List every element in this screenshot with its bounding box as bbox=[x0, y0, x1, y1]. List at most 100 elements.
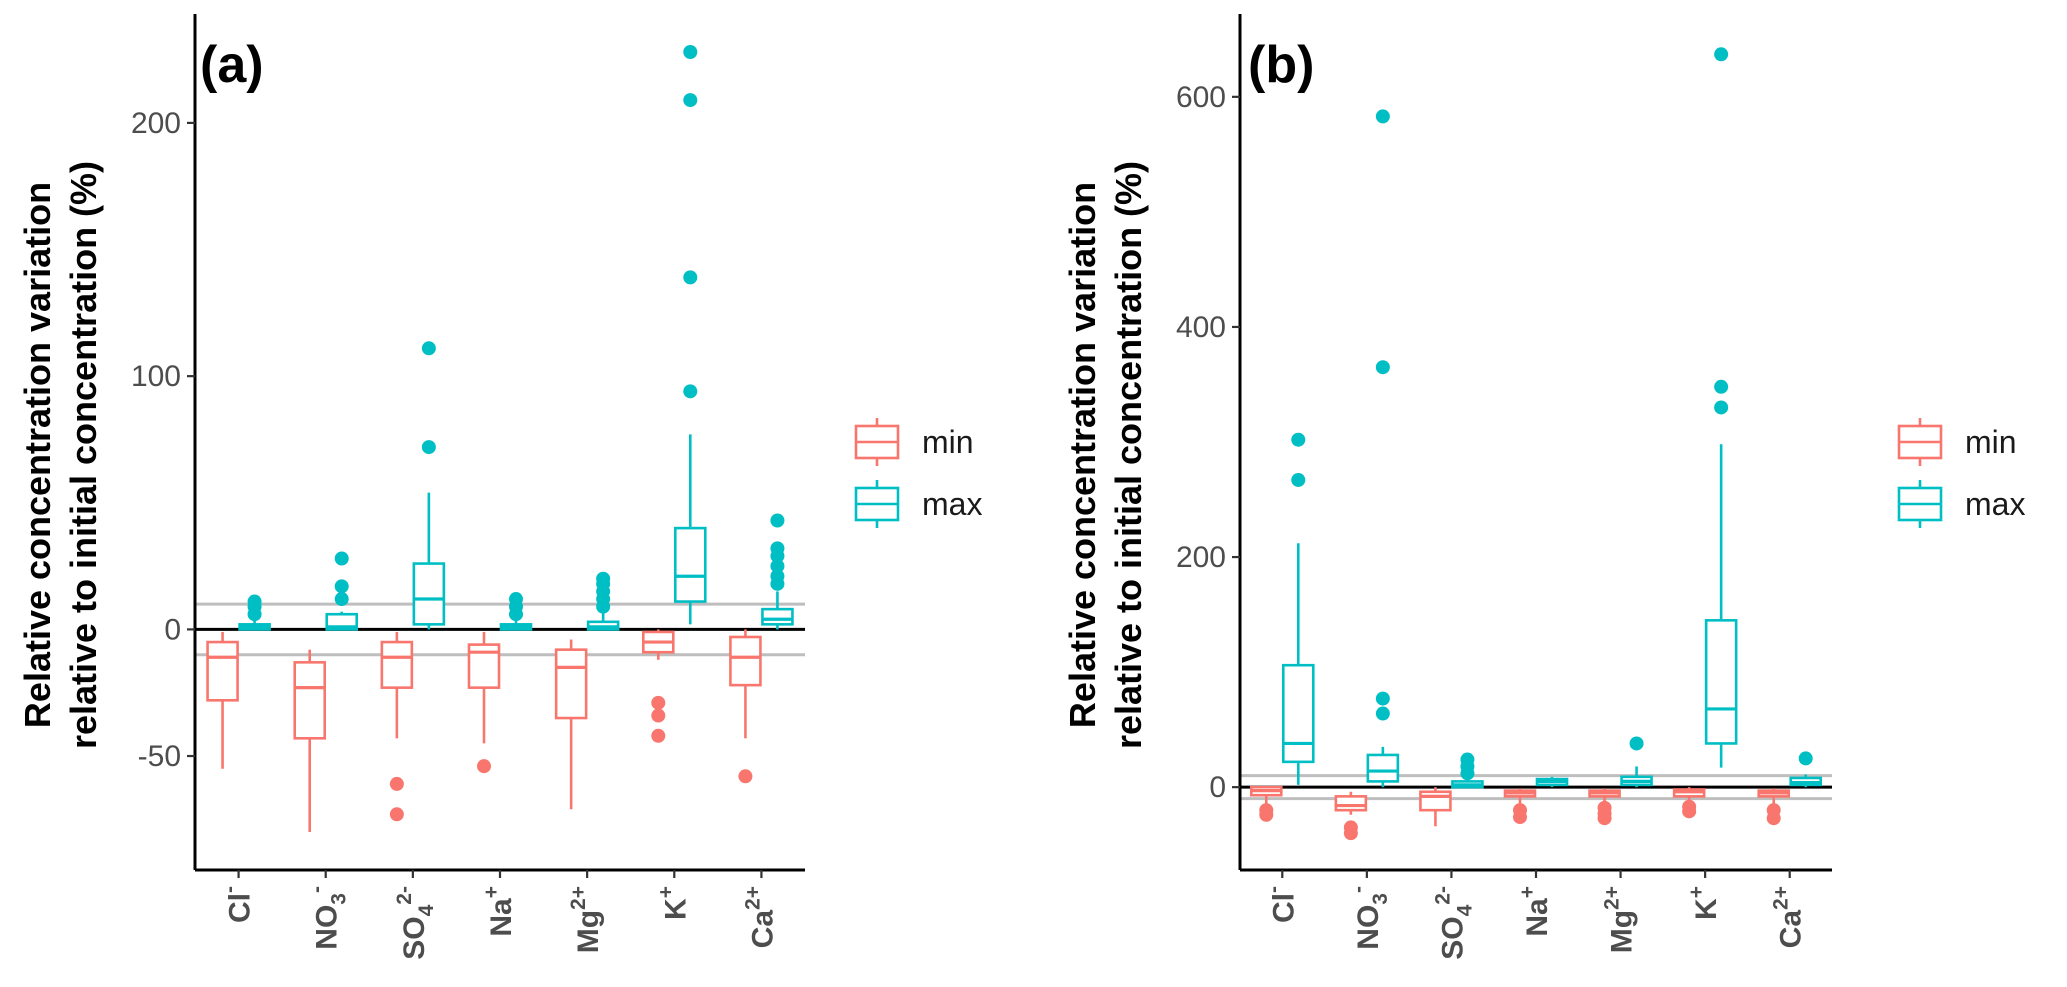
outlier-point bbox=[1766, 811, 1781, 826]
panel-a-box-max-1 bbox=[325, 551, 359, 631]
panel-a-box-max-3 bbox=[499, 592, 533, 631]
panel-b-box-min-2 bbox=[1419, 787, 1452, 827]
panel-b-ylabel-line1: Relative concentration variation bbox=[1062, 182, 1103, 728]
outlier-point bbox=[770, 569, 785, 584]
outlier-point bbox=[1597, 811, 1612, 826]
outlier-point bbox=[421, 341, 436, 356]
outlier-point bbox=[651, 695, 666, 710]
outlier-point bbox=[1291, 432, 1306, 447]
panel-a-box-max-2 bbox=[412, 341, 446, 630]
outlier-point bbox=[1682, 804, 1697, 819]
box-body bbox=[293, 661, 327, 740]
box-body bbox=[729, 635, 762, 687]
panel-b-ytick-label-2: 400 bbox=[1176, 311, 1226, 344]
panel-a-box-min-1 bbox=[293, 649, 327, 833]
outlier-point bbox=[477, 759, 491, 774]
panel-b-category-label-6: Ca2+ bbox=[1770, 886, 1808, 948]
panel-b-ytick-label-3: 600 bbox=[1176, 81, 1226, 114]
panel-a-box-max-5 bbox=[673, 44, 707, 625]
panel-b-category-label-3: Na+ bbox=[1516, 886, 1554, 937]
panel-a-box-min-4 bbox=[554, 639, 588, 810]
panel-b-box-max-2 bbox=[1451, 752, 1484, 789]
outlier-point bbox=[334, 592, 349, 607]
panel-a-ytick-label-3: 200 bbox=[131, 107, 181, 140]
outlier-point bbox=[1375, 706, 1390, 721]
panel-a-box-min-2 bbox=[380, 631, 414, 822]
panel-b-ylabel-line2: relative to initial concentration (%) bbox=[1108, 161, 1149, 749]
box-body bbox=[380, 640, 414, 689]
outlier-point bbox=[596, 571, 611, 586]
outlier-point bbox=[334, 579, 349, 594]
outlier-point bbox=[1714, 400, 1729, 415]
panel-a-ytick-label-1: 0 bbox=[164, 613, 181, 646]
panel-b-box-max-6 bbox=[1789, 751, 1823, 788]
panel-b-box-min-4 bbox=[1588, 788, 1621, 826]
outlier-point bbox=[770, 513, 785, 528]
panel-b-ytick-label-1: 200 bbox=[1176, 541, 1226, 574]
outlier-point bbox=[389, 776, 404, 791]
panel-a-box-min-3 bbox=[467, 631, 501, 774]
outlier-point bbox=[1798, 751, 1813, 766]
panel-b-series-min bbox=[1249, 785, 1791, 841]
panel-b-box-max-3 bbox=[1535, 776, 1569, 788]
outlier-point bbox=[683, 44, 698, 59]
panel-b-ytick-label-0: 0 bbox=[1209, 771, 1226, 804]
panel-a-category-label-0: Cl- bbox=[219, 886, 257, 923]
outlier-point bbox=[1714, 379, 1729, 394]
panel-a-series-min bbox=[206, 629, 762, 833]
panel-b-category-label-4: Mg2+ bbox=[1601, 886, 1639, 953]
box-body bbox=[412, 562, 446, 626]
panel-a: (a) Relative concentration variation rel… bbox=[17, 14, 805, 960]
outlier-point bbox=[334, 551, 349, 566]
panel-a-ylabel-line2: relative to initial concentration (%) bbox=[63, 161, 104, 749]
outlier-point bbox=[421, 440, 436, 455]
panel-a-ylabel-line1: Relative concentration variation bbox=[17, 182, 58, 728]
panel-b: (b) Relative concentration variation rel… bbox=[1062, 14, 1832, 960]
outlier-point bbox=[509, 592, 523, 607]
panel-a-category-label-3: Na+ bbox=[480, 886, 518, 937]
outlier-point bbox=[683, 270, 698, 285]
panel-a-box-min-6 bbox=[729, 629, 762, 784]
panel-b-category-label-5: K+ bbox=[1685, 886, 1723, 920]
legend-a-label-min: min bbox=[922, 424, 974, 460]
box-body bbox=[1281, 663, 1315, 764]
outlier-point bbox=[683, 93, 698, 108]
legend-b-label-max: max bbox=[1965, 486, 2025, 522]
panel-a-box-max-0 bbox=[238, 594, 271, 631]
outlier-point bbox=[1513, 810, 1527, 825]
legend-b: min max bbox=[1897, 418, 2025, 528]
box-body bbox=[206, 640, 239, 702]
panel-a-box-min-5 bbox=[641, 629, 675, 743]
panel-b-category-label-0: Cl- bbox=[1262, 886, 1300, 923]
outlier-point bbox=[1375, 360, 1390, 375]
outlier-point bbox=[770, 559, 785, 574]
box-body bbox=[1334, 795, 1368, 812]
outlier-point bbox=[1343, 826, 1358, 841]
panel-a-ytick-label-0: -50 bbox=[138, 740, 181, 773]
legend-a-key-max bbox=[854, 480, 900, 528]
outlier-point bbox=[1375, 691, 1390, 706]
panel-b-box-min-1 bbox=[1334, 791, 1368, 841]
panel-a-category-label-5: K+ bbox=[654, 886, 692, 920]
panel-b-box-min-0 bbox=[1249, 785, 1283, 822]
outlier-point bbox=[389, 807, 404, 822]
panel-a-category-label-1: NO3- bbox=[306, 886, 351, 950]
outlier-point bbox=[651, 708, 666, 723]
legend-b-key-min bbox=[1897, 418, 1943, 466]
panel-b-box-min-5 bbox=[1672, 787, 1706, 819]
panel-b-box-min-3 bbox=[1503, 788, 1537, 825]
box-body bbox=[761, 607, 794, 626]
panel-a-box-min-0 bbox=[206, 631, 239, 769]
panel-b-box-max-1 bbox=[1366, 109, 1400, 788]
box-body bbox=[1366, 753, 1400, 783]
panel-a-series-max bbox=[238, 44, 794, 631]
panel-b-box-max-4 bbox=[1620, 736, 1653, 788]
outlier-point bbox=[683, 384, 698, 399]
box-body bbox=[1704, 619, 1738, 745]
panel-a-category-label-2: SO42- bbox=[393, 886, 438, 960]
panel-b-category-label-2: SO42- bbox=[1431, 886, 1476, 960]
outlier-point bbox=[738, 769, 753, 784]
panel-b-box-max-5 bbox=[1704, 47, 1738, 768]
